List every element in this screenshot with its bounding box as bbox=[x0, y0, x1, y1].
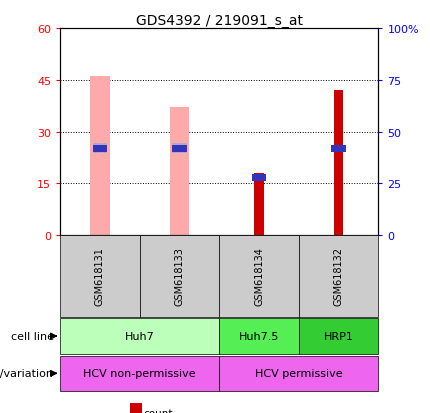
Bar bbox=[252, 174, 266, 181]
Text: Huh7.5: Huh7.5 bbox=[239, 331, 279, 341]
Bar bbox=[334, 91, 344, 235]
Text: GSM618132: GSM618132 bbox=[334, 247, 344, 306]
Text: HCV non-permissive: HCV non-permissive bbox=[83, 368, 196, 378]
Text: GSM618131: GSM618131 bbox=[95, 247, 105, 306]
Bar bbox=[172, 145, 187, 152]
Text: Huh7: Huh7 bbox=[125, 331, 155, 341]
Text: count: count bbox=[144, 408, 173, 413]
Bar bbox=[332, 145, 346, 152]
Bar bbox=[93, 145, 107, 152]
Bar bbox=[60, 318, 219, 354]
Title: GDS4392 / 219091_s_at: GDS4392 / 219091_s_at bbox=[136, 14, 303, 28]
Bar bbox=[140, 236, 219, 317]
Bar bbox=[172, 144, 187, 154]
Bar bbox=[130, 403, 141, 413]
Bar bbox=[60, 356, 219, 391]
Bar bbox=[254, 173, 264, 235]
Bar bbox=[90, 77, 110, 235]
Bar bbox=[219, 318, 299, 354]
Text: GSM618134: GSM618134 bbox=[254, 247, 264, 306]
Text: HRP1: HRP1 bbox=[324, 331, 353, 341]
Bar bbox=[219, 356, 378, 391]
Bar bbox=[299, 236, 378, 317]
Text: genotype/variation: genotype/variation bbox=[0, 368, 54, 378]
Bar bbox=[93, 144, 107, 154]
Bar bbox=[219, 236, 299, 317]
Text: cell line: cell line bbox=[11, 331, 54, 341]
Bar bbox=[60, 236, 140, 317]
Bar bbox=[299, 318, 378, 354]
Bar bbox=[169, 108, 190, 235]
Text: HCV permissive: HCV permissive bbox=[255, 368, 343, 378]
Text: GSM618133: GSM618133 bbox=[175, 247, 184, 306]
